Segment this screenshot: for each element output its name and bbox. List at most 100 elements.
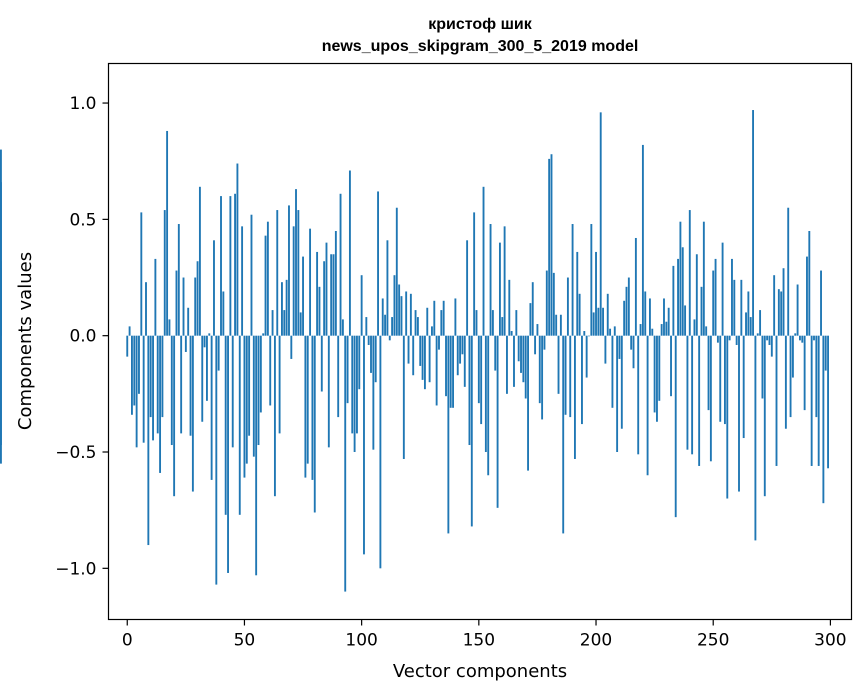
bar-125 — [419, 335, 422, 366]
bar-291 — [808, 231, 811, 336]
bar-257 — [728, 335, 731, 341]
x-tick-label: 150 — [463, 631, 495, 651]
bar-135 — [442, 300, 445, 336]
bar-124 — [416, 317, 419, 336]
bar-270 — [759, 310, 762, 336]
bar-157 — [494, 335, 497, 371]
bar-81 — [316, 251, 319, 336]
bar-252 — [716, 335, 719, 343]
bar-36 — [210, 335, 213, 480]
bar-17 — [166, 130, 169, 336]
bar-9 — [147, 335, 150, 546]
bar-50 — [243, 335, 246, 478]
bar-241 — [691, 335, 694, 455]
bar-73 — [297, 210, 300, 336]
bar-84 — [323, 261, 326, 336]
bar-154 — [487, 335, 490, 476]
bar-23 — [180, 335, 183, 434]
bar-228 — [660, 324, 663, 336]
bar-260 — [735, 335, 738, 345]
bar-115 — [395, 207, 398, 336]
bar-294 — [815, 335, 818, 418]
bar-183 — [555, 314, 558, 336]
bar-22 — [177, 224, 180, 336]
bar-222 — [646, 335, 649, 476]
bar-undefined — [0, 149, 2, 336]
bar-104 — [370, 335, 372, 373]
bar-263 — [742, 335, 745, 439]
bar-201 — [597, 307, 600, 336]
bar-58 — [262, 333, 265, 336]
bar-41 — [222, 291, 225, 336]
x-tick-label: 300 — [814, 631, 846, 651]
bar-51 — [245, 335, 248, 464]
bar-251 — [714, 258, 717, 336]
bar-88 — [332, 254, 335, 336]
bar-57 — [259, 335, 262, 413]
bar-293 — [813, 335, 815, 341]
bar-82 — [318, 286, 321, 336]
bar-100 — [360, 275, 363, 336]
bar-79 — [311, 335, 314, 480]
bar-227 — [658, 335, 661, 401]
bar-196 — [585, 335, 588, 378]
bar-92 — [341, 319, 344, 336]
bar-198 — [590, 224, 593, 336]
bar-152 — [482, 186, 485, 336]
bar-164 — [510, 331, 513, 336]
bar-244 — [698, 335, 701, 466]
bar-173 — [531, 282, 534, 336]
bar-62 — [271, 310, 274, 336]
x-axis-label: Vector components — [393, 661, 567, 682]
bar-109 — [381, 298, 384, 336]
bar-151 — [480, 335, 483, 425]
bar-229 — [663, 298, 665, 336]
bar-48 — [238, 335, 241, 515]
bar-238 — [684, 305, 687, 336]
y-tick-label: 1.0 — [69, 94, 96, 114]
bar-96 — [351, 335, 354, 434]
bar-282 — [787, 207, 790, 336]
bar-194 — [581, 335, 583, 425]
bar-76 — [304, 335, 307, 478]
bar-85 — [325, 242, 328, 336]
bar-170 — [524, 335, 527, 399]
bar-159 — [498, 242, 501, 336]
bar-13 — [156, 335, 159, 434]
bar-274 — [768, 335, 771, 345]
chart-title: кристоф шик — [428, 16, 533, 33]
bar-111 — [386, 240, 389, 336]
bar-253 — [719, 335, 722, 422]
bar-108 — [379, 335, 382, 569]
bar-269 — [756, 333, 759, 336]
bar-189 — [569, 335, 572, 418]
bar-205 — [606, 293, 609, 336]
bar-214 — [627, 277, 630, 336]
bar-256 — [726, 335, 729, 499]
bar-105 — [372, 335, 375, 450]
bar-237 — [681, 247, 684, 336]
bar-262 — [740, 279, 743, 336]
bar-254 — [721, 242, 724, 336]
bar-129 — [428, 335, 431, 383]
bar-28 — [191, 335, 194, 492]
bar-63 — [273, 335, 276, 497]
bar-296 — [820, 270, 822, 336]
bar-141 — [456, 335, 459, 376]
bar-249 — [709, 335, 712, 462]
bar-167 — [517, 335, 520, 362]
bar-32 — [201, 335, 204, 422]
bar-286 — [796, 284, 799, 336]
bar-142 — [459, 335, 462, 364]
bar-7 — [142, 335, 145, 443]
bar-29 — [194, 277, 197, 336]
bar-103 — [367, 335, 370, 345]
bar-44 — [229, 196, 232, 336]
bar-38 — [215, 335, 218, 585]
bar-56 — [257, 335, 260, 446]
bar-289 — [803, 335, 806, 411]
bar-283 — [789, 335, 792, 418]
bar-69 — [288, 205, 290, 336]
bar-223 — [648, 298, 651, 336]
